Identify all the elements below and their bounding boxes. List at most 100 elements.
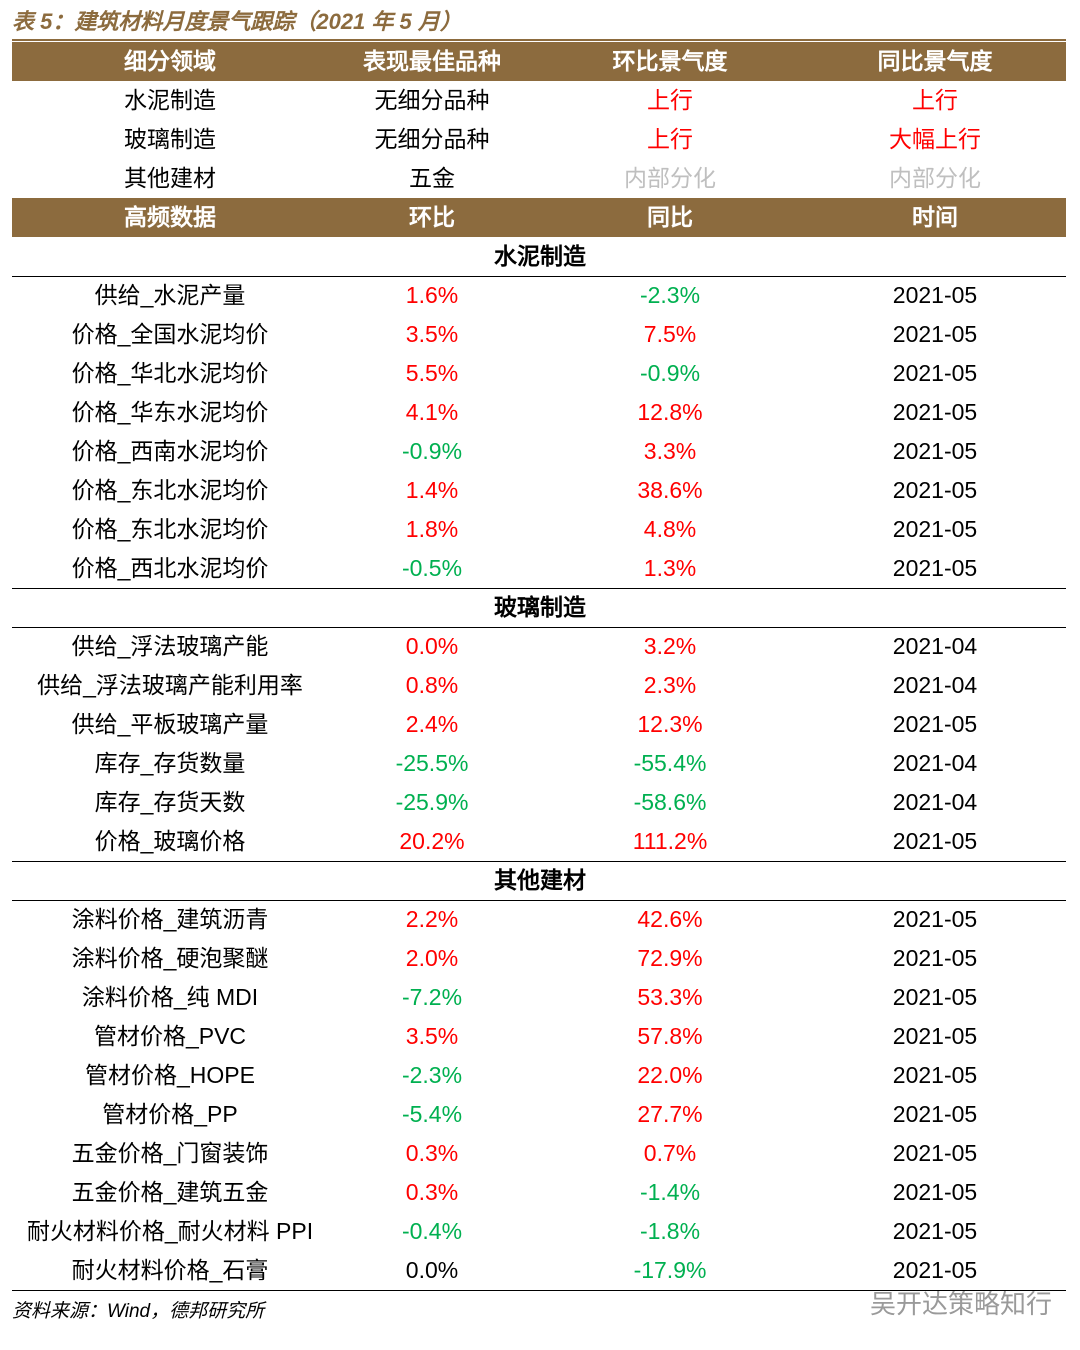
cell: 0.3% [405, 1140, 459, 1166]
cell: -25.5% [395, 750, 469, 776]
cell: 内部分化 [624, 165, 716, 191]
cell: 2021-05 [892, 555, 978, 581]
cell: -25.9% [395, 789, 469, 815]
title-rule [12, 39, 1066, 41]
cell: 0.0% [405, 633, 459, 659]
cell: 2021-05 [892, 438, 978, 464]
row-label: 涂料价格_建筑沥青 [71, 906, 269, 932]
rule [12, 276, 1066, 277]
cell: 2021-04 [892, 789, 978, 815]
row-label: 供给_浮法玻璃产能 [71, 633, 269, 659]
section-title: 水泥制造 [494, 243, 586, 269]
cell: 4.8% [643, 516, 697, 542]
rule [12, 1290, 1066, 1291]
source-note: 资料来源：Wind，德邦研究所 [12, 1301, 265, 1322]
cell: 2021-05 [892, 1257, 978, 1283]
cell: -0.9% [401, 438, 463, 464]
row-label: 价格_西南水泥均价 [71, 438, 269, 464]
row-label: 玻璃制造 [124, 126, 216, 152]
cell: 2021-04 [892, 672, 978, 698]
row-label: 价格_东北水泥均价 [71, 477, 269, 503]
row-label: 价格_华东水泥均价 [71, 399, 269, 425]
row-label: 库存_存货数量 [94, 750, 246, 776]
row-label: 五金价格_门窗装饰 [71, 1140, 269, 1166]
cell: 无细分品种 [374, 87, 490, 113]
header-cell: 高频数据 [124, 204, 216, 230]
cell: 2021-04 [892, 633, 978, 659]
watermark: 吴开达策略知行 [869, 1289, 1052, 1319]
cell: 27.7% [637, 1101, 703, 1127]
header-cell: 同比 [647, 204, 693, 230]
cell: -0.4% [401, 1218, 463, 1244]
header-cell: 环比景气度 [612, 48, 728, 74]
cell: 2021-05 [892, 321, 978, 347]
row-label: 耐火材料价格_石膏 [71, 1257, 269, 1283]
cell: 53.3% [637, 984, 703, 1010]
table-title: 表 5：建筑材料月度景气跟踪（2021 年 5 月） [12, 9, 462, 34]
header-cell: 表现最佳品种 [363, 48, 501, 74]
cell: 4.1% [405, 399, 459, 425]
row-label: 价格_华北水泥均价 [71, 360, 269, 386]
cell: -2.3% [639, 282, 701, 308]
cell: 12.3% [637, 711, 703, 737]
cell: 0.3% [405, 1179, 459, 1205]
row-label: 供给_水泥产量 [94, 282, 246, 308]
cell: 五金 [409, 165, 455, 191]
cell: 2021-05 [892, 1062, 978, 1088]
cell: 2021-05 [892, 399, 978, 425]
rule [12, 588, 1066, 589]
cell: 38.6% [637, 477, 703, 503]
cell: 2021-05 [892, 828, 978, 854]
cell: 3.2% [643, 633, 697, 659]
header-bar [12, 198, 1066, 237]
header-cell: 细分领域 [124, 48, 216, 74]
cell: 2021-05 [892, 945, 978, 971]
cell: 2021-05 [892, 906, 978, 932]
cell: 大幅上行 [889, 126, 981, 152]
cell: 111.2% [632, 828, 708, 854]
cell: -7.2% [401, 984, 463, 1010]
cell: 2.0% [405, 945, 459, 971]
cell: 1.3% [643, 555, 697, 581]
cell: 上行 [647, 126, 693, 152]
cell: 1.6% [405, 282, 459, 308]
cell: 3.3% [643, 438, 697, 464]
cell: -55.4% [633, 750, 707, 776]
row-label: 价格_玻璃价格 [94, 828, 246, 854]
row-label: 价格_全国水泥均价 [71, 321, 269, 347]
cell: -17.9% [633, 1257, 707, 1283]
cell: 2021-05 [892, 1023, 978, 1049]
row-label: 管材价格_PVC [93, 1023, 247, 1049]
cell: 20.2% [399, 828, 465, 854]
cell: 2021-05 [892, 1218, 978, 1244]
cell: 72.9% [637, 945, 703, 971]
row-label: 五金价格_建筑五金 [71, 1179, 269, 1205]
cell: 2021-05 [892, 1179, 978, 1205]
header-cell: 时间 [912, 204, 958, 230]
cell: -2.3% [401, 1062, 463, 1088]
cell: -1.8% [639, 1218, 701, 1244]
cell: 2021-05 [892, 711, 978, 737]
row-label: 涂料价格_硬泡聚醚 [71, 945, 269, 971]
cell: 3.5% [405, 321, 459, 347]
row-label: 涂料价格_纯 MDI [81, 984, 259, 1010]
row-label: 供给_平板玻璃产量 [71, 711, 269, 737]
cell: 2021-05 [892, 360, 978, 386]
row-label: 管材价格_PP [102, 1101, 238, 1127]
cell: 2.4% [405, 711, 459, 737]
rule [12, 861, 1066, 862]
header-bar [12, 42, 1066, 81]
cell: 22.0% [637, 1062, 703, 1088]
row-label: 耐火材料价格_耐火材料 PPI [26, 1218, 314, 1244]
row-label: 其他建材 [124, 165, 216, 191]
cell: 7.5% [643, 321, 697, 347]
cell: 2021-05 [892, 477, 978, 503]
row-label: 库存_存货天数 [94, 789, 246, 815]
cell: 3.5% [405, 1023, 459, 1049]
cell: 上行 [647, 87, 693, 113]
row-label: 价格_东北水泥均价 [71, 516, 269, 542]
cell: 5.5% [405, 360, 459, 386]
cell: 2021-05 [892, 984, 978, 1010]
cell: 1.8% [405, 516, 459, 542]
